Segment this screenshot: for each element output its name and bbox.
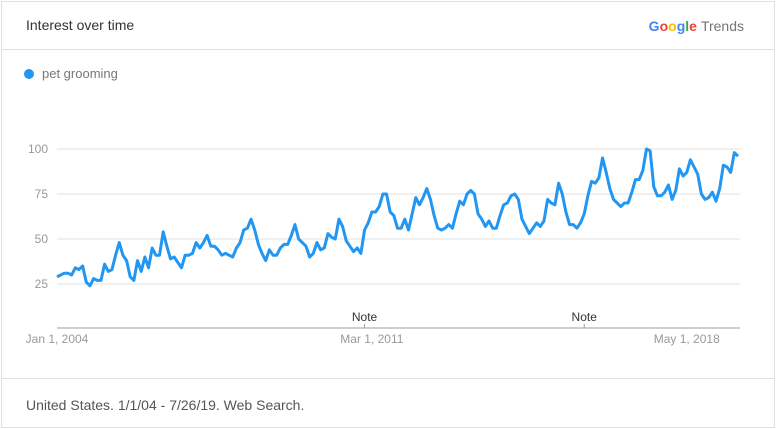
x-tick-label: Jan 1, 2004	[26, 332, 89, 346]
y-tick-label: 75	[35, 187, 49, 201]
y-tick-label: 50	[35, 232, 49, 246]
card-header: Interest over time Google Trends	[2, 2, 774, 50]
footer-text: United States. 1/1/04 - 7/26/19. Web Sea…	[26, 397, 305, 413]
google-trends-logo[interactable]: Google Trends	[649, 18, 744, 34]
legend-dot	[24, 68, 34, 79]
card-footer: United States. 1/1/04 - 7/26/19. Web Sea…	[2, 378, 774, 428]
note-annotation: Note	[572, 310, 598, 324]
legend-label: pet grooming	[42, 66, 118, 81]
series-line-pet-grooming	[56, 147, 740, 288]
y-tick-label: 100	[28, 142, 48, 156]
trends-logo-word: Trends	[700, 18, 744, 34]
x-tick-label: Mar 1, 2011	[340, 332, 403, 346]
note-annotation: Note	[352, 310, 378, 324]
legend: pet grooming	[24, 66, 118, 81]
x-tick-label: May 1, 2018	[654, 332, 720, 346]
card-title: Interest over time	[26, 17, 135, 33]
y-tick-label: 25	[35, 277, 49, 291]
google-logo-word: Google	[648, 18, 697, 34]
